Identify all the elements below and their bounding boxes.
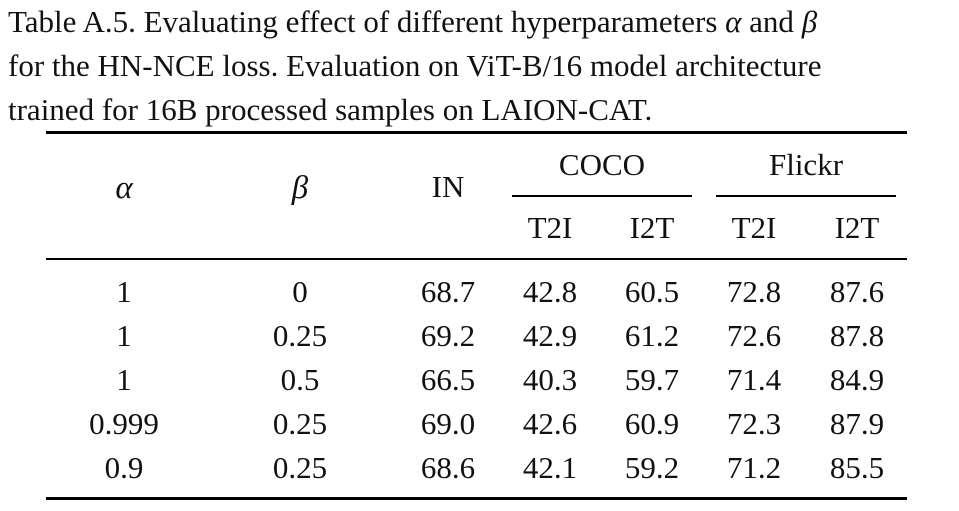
caption-and-text: and: [741, 4, 802, 39]
row-1-coco-i2t: 60.5: [624, 274, 680, 309]
header-in: IN: [431, 169, 465, 204]
table-bottom-rule: [46, 497, 907, 500]
caption-line-2: for the HN-NCE loss. Evaluation on ViT-B…: [8, 48, 822, 83]
table-caption: Table A.5. Evaluating effect of differen…: [8, 0, 958, 132]
row-5-coco-t2i: 42.1: [522, 450, 578, 485]
header-flickr: Flickr: [768, 147, 844, 182]
row-1-flickr-i2t: 87.6: [829, 274, 885, 309]
row-2-flickr-t2i: 72.6: [726, 318, 782, 353]
row-5-beta: 0.25: [272, 450, 328, 485]
row-4-flickr-i2t: 87.9: [829, 406, 885, 441]
header-flickr-t2i: T2I: [731, 210, 777, 245]
row-2-in: 69.2: [420, 318, 476, 353]
row-5-coco-i2t: 59.2: [624, 450, 680, 485]
header-coco-t2i: T2I: [527, 210, 573, 245]
row-2-flickr-i2t: 87.8: [829, 318, 885, 353]
caption-line-1: Table A.5. Evaluating effect of differen…: [8, 0, 958, 44]
row-4-alpha: 0.999: [89, 406, 159, 441]
row-3-flickr-t2i: 71.4: [726, 362, 782, 397]
row-1-coco-t2i: 42.8: [522, 274, 578, 309]
header-beta: β: [291, 170, 309, 206]
row-1-flickr-t2i: 72.8: [726, 274, 782, 309]
row-2-alpha: 1: [116, 318, 132, 353]
caption-line-1-text: Table A.5. Evaluating effect of differen…: [8, 4, 726, 39]
header-coco: COCO: [558, 147, 646, 182]
row-3-beta: 0.5: [280, 362, 320, 397]
row-3-coco-i2t: 59.7: [624, 362, 680, 397]
row-3-flickr-i2t: 84.9: [829, 362, 885, 397]
row-2-coco-i2t: 61.2: [624, 318, 680, 353]
row-3-in: 66.5: [420, 362, 476, 397]
row-4-beta: 0.25: [272, 406, 328, 441]
header-alpha: α: [115, 170, 133, 206]
header-flickr-i2t: I2T: [834, 210, 880, 245]
row-4-coco-i2t: 60.9: [624, 406, 680, 441]
row-3-coco-t2i: 40.3: [522, 362, 578, 397]
table-header-rule: [46, 258, 907, 260]
row-1-beta: 0: [292, 274, 308, 309]
row-5-alpha: 0.9: [104, 450, 144, 485]
row-4-flickr-t2i: 72.3: [726, 406, 782, 441]
caption-line-3: trained for 16B processed samples on LAI…: [8, 92, 653, 127]
header-coco-i2t: I2T: [629, 210, 675, 245]
row-5-flickr-t2i: 71.2: [726, 450, 782, 485]
row-5-flickr-i2t: 85.5: [829, 450, 885, 485]
row-5-in: 68.6: [420, 450, 476, 485]
coco-group-rule: [512, 195, 692, 197]
caption-alpha-symbol: α: [725, 4, 742, 39]
row-1-alpha: 1: [116, 274, 132, 309]
row-2-beta: 0.25: [272, 318, 328, 353]
row-2-coco-t2i: 42.9: [522, 318, 578, 353]
flickr-group-rule: [716, 195, 896, 197]
row-4-in: 69.0: [420, 406, 476, 441]
row-4-coco-t2i: 42.6: [522, 406, 578, 441]
caption-beta-symbol: β: [801, 4, 818, 39]
row-1-in: 68.7: [420, 274, 476, 309]
row-3-alpha: 1: [116, 362, 132, 397]
table-top-rule: [46, 131, 907, 134]
